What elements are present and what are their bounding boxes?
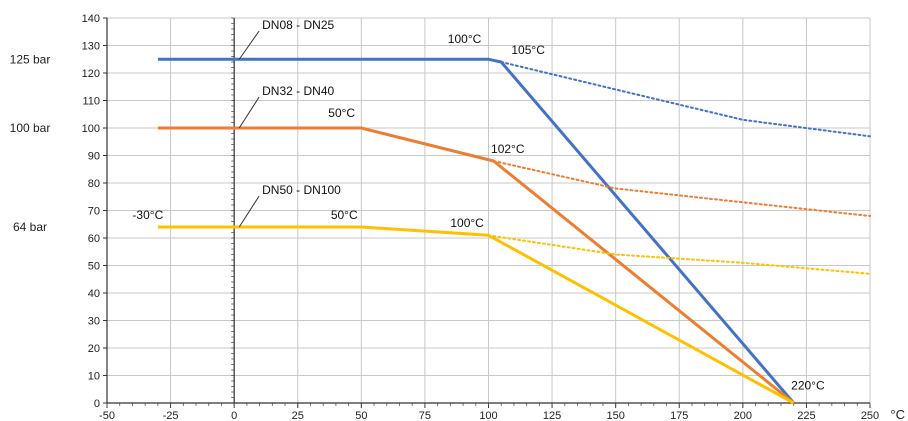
series-label: DN50 - DN100 xyxy=(262,183,341,197)
x-tick-label: 225 xyxy=(797,410,815,421)
temperature-annotation: -30°C xyxy=(132,208,163,222)
x-tick-label: 50 xyxy=(355,410,367,421)
y-tick-label: 0 xyxy=(94,398,100,410)
series-dotted-line xyxy=(492,160,871,217)
pressure-label: 100 bar xyxy=(10,121,51,135)
y-tick-label: 140 xyxy=(82,13,100,25)
labels: 125 bar 100 bar 64 bar DN08 - DN25 DN32 - DN… xyxy=(10,18,825,392)
x-axis-unit-label: °C xyxy=(890,407,905,421)
temperature-annotation: 50°C xyxy=(328,106,355,120)
series-line xyxy=(157,57,795,404)
axes: -50 -25 0 25 50 75 100 125 150 175 200 225 250 0 10 20 3… xyxy=(82,13,905,421)
y-tick-label: 120 xyxy=(82,68,100,80)
temperature-annotation: 102°C xyxy=(491,142,525,156)
y-tick-label: 60 xyxy=(88,233,100,245)
y-tick-label: 40 xyxy=(88,288,100,300)
y-tick-label: 20 xyxy=(88,343,100,355)
y-tick-label: 70 xyxy=(88,206,100,218)
y-tick-label: 100 xyxy=(82,123,100,135)
x-tick-label: 75 xyxy=(419,410,431,421)
x-tick-label: 0 xyxy=(231,410,237,421)
x-tick-label: 125 xyxy=(543,410,561,421)
series-label-leader xyxy=(238,30,260,60)
x-tick-label: 175 xyxy=(670,410,688,421)
series-line xyxy=(157,225,795,405)
temperature-annotation: 220°C xyxy=(791,378,825,392)
y-tick-label: 110 xyxy=(82,96,100,108)
pressure-label: 125 bar xyxy=(10,52,51,66)
y-tick-label: 80 xyxy=(88,178,100,190)
series-label-leader xyxy=(238,96,260,129)
y-tick-label: 130 xyxy=(82,41,100,53)
x-tick-label: -25 xyxy=(163,410,179,421)
x-tick-label: -50 xyxy=(99,410,115,421)
y-tick-label: 30 xyxy=(88,316,100,328)
series-label-leader xyxy=(238,195,260,228)
x-tick-label: 25 xyxy=(292,410,304,421)
series-dotted-line xyxy=(500,61,871,138)
y-tick-label: 50 xyxy=(88,261,100,273)
temperature-annotation: 100°C xyxy=(448,32,482,46)
series-lines xyxy=(157,57,871,405)
series-label: DN08 - DN25 xyxy=(262,18,334,32)
x-tick-label: 100 xyxy=(479,410,497,421)
series-line xyxy=(157,126,795,405)
x-tick-label: 200 xyxy=(734,410,752,421)
grid xyxy=(106,17,871,404)
series-dotted-line xyxy=(487,234,871,275)
temperature-annotation: 105°C xyxy=(511,43,545,57)
y-tick-label: 10 xyxy=(88,371,100,383)
x-tick-label: 150 xyxy=(606,410,624,421)
pressure-label: 64 bar xyxy=(13,220,47,234)
temperature-annotation: 100°C xyxy=(450,216,484,230)
temperature-annotation: 50°C xyxy=(331,208,358,222)
x-tick-label: 250 xyxy=(861,410,879,421)
y-tick-label: 90 xyxy=(88,151,100,163)
series-label: DN32 - DN40 xyxy=(262,84,334,98)
